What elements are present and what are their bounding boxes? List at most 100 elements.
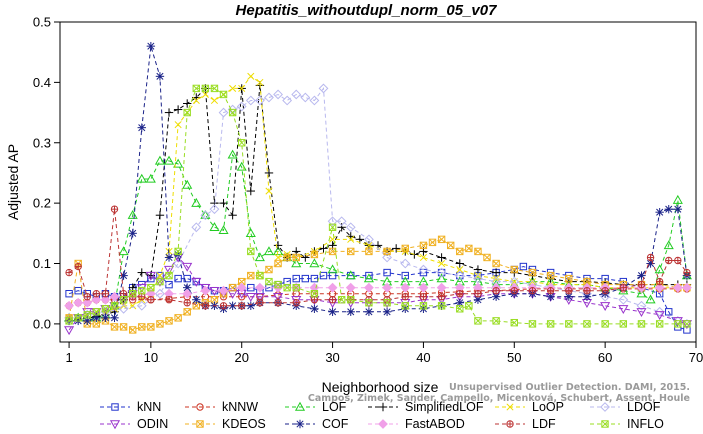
data-point-inflo [292, 283, 300, 292]
data-point-inflo [619, 320, 628, 328]
data-point-ldof [209, 204, 220, 215]
data-point-ldf [65, 268, 73, 277]
data-point-ldf [119, 289, 128, 298]
data-point-ldf [274, 299, 282, 307]
data-point-ldf [456, 289, 464, 298]
data-point-inflo [201, 84, 210, 93]
data-point-kdeos [437, 235, 446, 244]
data-point-inflo [347, 296, 355, 304]
data-point-simplifiedlof [319, 244, 328, 253]
data-point-ldf [637, 280, 646, 289]
data-point-odin [145, 271, 156, 281]
legend-label: SimplifiedLOF [405, 400, 484, 414]
x-tick-label: 30 [325, 350, 339, 365]
data-point-odin [191, 277, 202, 287]
y-tick-label: 0.3 [33, 135, 51, 150]
data-point-inflo [119, 296, 128, 304]
data-point-simplifiedlof [473, 265, 483, 274]
data-point-knn [183, 274, 191, 283]
data-point-lof [227, 149, 238, 159]
data-point-fastabod [400, 282, 411, 293]
data-point-simplifiedlof [455, 259, 464, 268]
data-point-knn [519, 262, 528, 271]
data-point-simplifiedlof [173, 105, 183, 114]
data-point-ldof [245, 95, 256, 106]
data-point-inflo [528, 320, 537, 328]
data-point-ldof [191, 222, 202, 233]
data-point-odin [636, 308, 647, 318]
data-point-ldof [173, 258, 184, 269]
data-point-lof [163, 155, 175, 165]
data-point-loop [492, 275, 500, 283]
legend-marker [294, 401, 306, 411]
data-point-lof [291, 258, 302, 268]
data-point-cof [673, 204, 683, 214]
data-point-ldf [201, 302, 210, 310]
data-point-knn [65, 289, 73, 298]
legend-label: INFLO [627, 417, 664, 431]
data-point-kdeos [510, 265, 518, 274]
data-point-kdeos [165, 317, 173, 325]
legend-item-ldf: LDF [495, 417, 556, 431]
legend-label: LOF [322, 400, 347, 414]
data-point-loop [174, 121, 182, 129]
data-point-inflo [256, 271, 264, 280]
data-point-fastabod [364, 282, 374, 293]
data-point-lof [136, 173, 147, 183]
data-point-ldf [419, 293, 428, 301]
data-point-inflo [583, 320, 591, 328]
data-point-cof [382, 307, 392, 317]
legend-label: LoOP [532, 400, 564, 414]
data-point-lof [654, 264, 665, 274]
data-point-inflo [465, 302, 473, 310]
data-point-inflo [110, 302, 119, 310]
data-point-simplifiedlof [219, 198, 228, 208]
data-point-loop [438, 259, 446, 268]
data-point-kdeos [528, 268, 537, 277]
data-point-ldof [345, 222, 356, 233]
data-point-ldof [436, 267, 447, 278]
data-point-ldof [218, 107, 229, 118]
data-point-fastabod [654, 282, 665, 293]
legend-item-loop: LoOP [495, 400, 564, 414]
legend-label: COF [322, 417, 349, 431]
data-point-ldof [273, 89, 283, 100]
data-point-knn [456, 271, 464, 280]
data-point-kdeos [119, 323, 128, 331]
data-point-kdeos [283, 253, 291, 262]
legend-marker [378, 419, 388, 429]
legend-label: KDEOS [222, 417, 266, 431]
data-point-ldof [118, 303, 129, 314]
data-point-cof [137, 123, 146, 132]
legend-marker [109, 420, 121, 430]
data-point-fastabod [218, 285, 229, 296]
data-point-ldf [474, 289, 482, 298]
data-point-kdeos [128, 326, 137, 334]
data-point-odin [254, 293, 265, 302]
legend-label: ODIN [137, 417, 168, 431]
data-point-inflo [310, 289, 319, 298]
data-point-ldf [147, 296, 155, 304]
data-point-ldof [418, 264, 429, 275]
data-point-ldf [619, 283, 628, 292]
data-point-fastabod [182, 288, 193, 299]
legend-label: kNN [137, 400, 161, 414]
data-point-fastabod [682, 282, 692, 293]
y-tick-label: 0.1 [33, 256, 51, 271]
data-point-ldof [155, 288, 165, 299]
data-point-simplifiedlof [155, 211, 165, 220]
data-point-fastabod [436, 282, 447, 293]
data-point-cof [664, 204, 673, 214]
data-point-simplifiedlof [391, 244, 401, 253]
y-tick-label: 0.2 [33, 196, 51, 211]
data-point-loop [265, 187, 273, 195]
data-point-fastabod [254, 282, 265, 293]
data-point-lof [645, 294, 656, 304]
data-point-knn [319, 271, 328, 280]
data-point-lof [327, 264, 338, 274]
legend-item-kdeos: KDEOS [185, 417, 266, 431]
legend-item-cof: COF [285, 417, 349, 431]
data-point-cof [455, 298, 464, 307]
data-point-ldf [74, 262, 82, 271]
data-point-kdeos [401, 244, 409, 253]
